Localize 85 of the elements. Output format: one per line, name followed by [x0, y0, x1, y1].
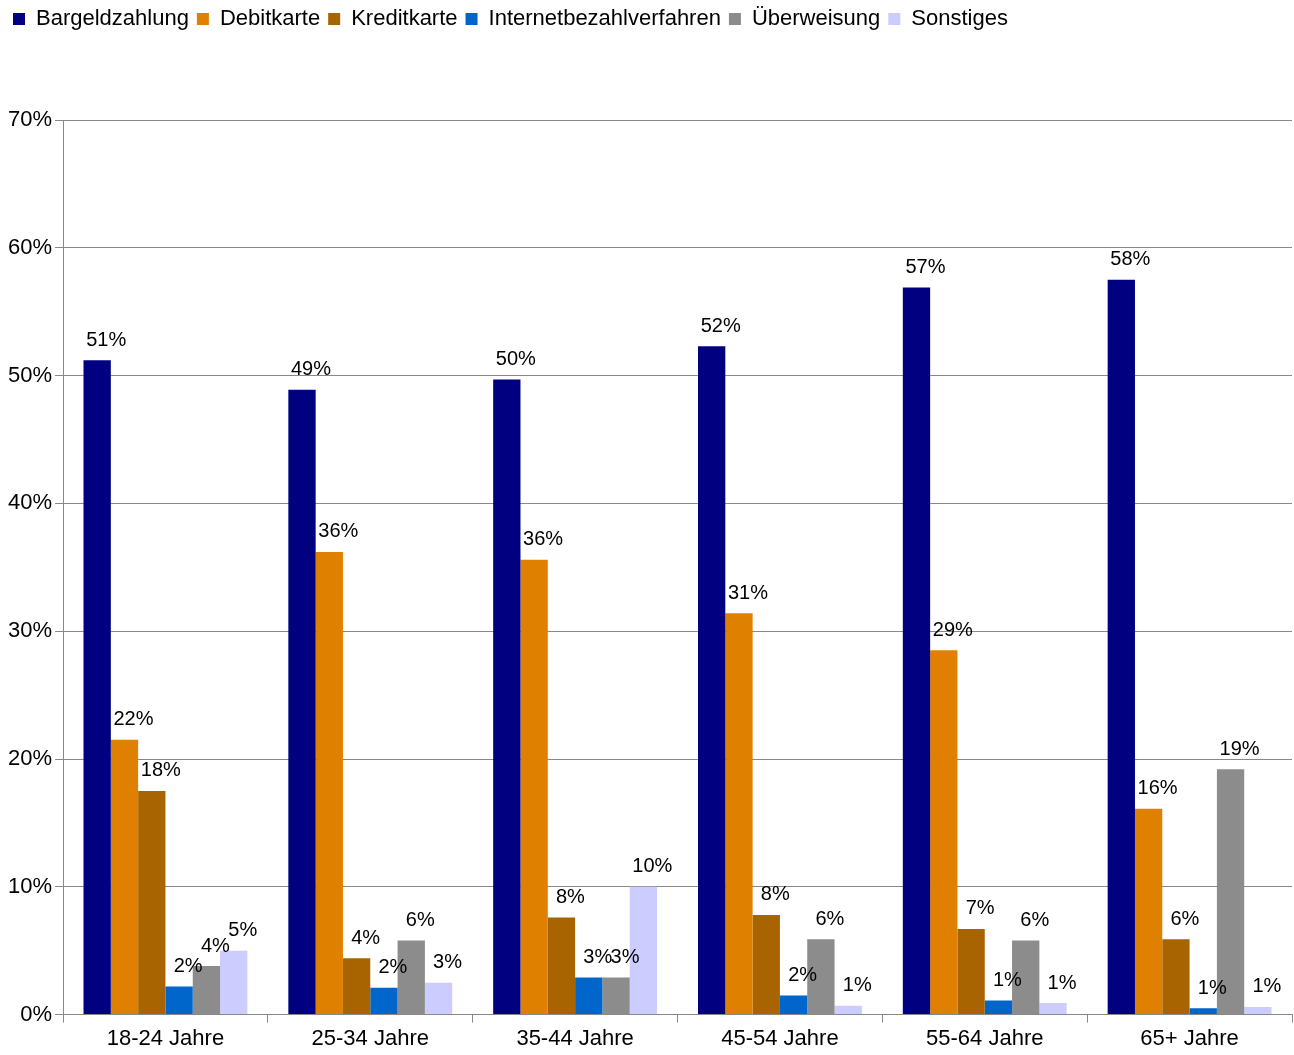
data-label: 49% — [290, 357, 332, 380]
data-label: 6% — [815, 906, 845, 929]
data-label: 2% — [173, 954, 203, 976]
legend-label: Bargeldzahlung — [36, 5, 189, 31]
data-label: 1% — [1252, 974, 1282, 997]
data-label: 1% — [1047, 970, 1077, 993]
y-tick-label: 60% — [7, 233, 53, 259]
bar — [902, 287, 931, 1015]
bar — [698, 346, 726, 1015]
data-label: 1% — [1197, 975, 1227, 998]
data-label: 22% — [113, 707, 154, 730]
data-label: 51% — [86, 327, 127, 350]
y-tick-label: 70% — [7, 106, 53, 132]
bar — [547, 917, 576, 1015]
data-label: 36% — [523, 527, 564, 550]
bar — [602, 977, 630, 1015]
data-label: 6% — [1170, 906, 1200, 929]
legend-label: Sonstiges — [911, 5, 1008, 31]
data-label: 6% — [1020, 907, 1050, 930]
bar — [1162, 939, 1190, 1015]
data-label: 57% — [905, 254, 946, 277]
data-label: 5% — [228, 918, 258, 941]
bar — [752, 914, 780, 1015]
data-label: 8% — [760, 882, 790, 905]
x-tick-label: 55-64 Jahre — [926, 1024, 1044, 1050]
bar — [165, 986, 193, 1015]
x-tick-label: 45-54 Jahre — [721, 1024, 839, 1050]
bar — [834, 1005, 862, 1015]
bar — [342, 958, 371, 1015]
data-label: 1% — [992, 968, 1023, 991]
data-label: 3% — [583, 945, 613, 968]
bar — [315, 551, 343, 1015]
data-label: 3% — [433, 950, 463, 973]
legend-label: Debitkarte — [219, 5, 321, 31]
bar — [493, 379, 521, 1015]
y-tick-label: 10% — [7, 872, 53, 898]
bar — [424, 982, 453, 1015]
bar — [1039, 1003, 1067, 1015]
y-tick-label: 50% — [7, 361, 53, 387]
bar — [288, 389, 316, 1015]
bar — [957, 928, 985, 1015]
data-label: 2% — [378, 955, 408, 978]
data-label: 58% — [1110, 247, 1151, 270]
y-tick-label: 0% — [20, 1000, 53, 1026]
x-tick-label: 25-34 Jahre — [311, 1024, 429, 1050]
y-tick-label: 40% — [7, 489, 53, 515]
data-label: 52% — [700, 313, 741, 336]
data-label: 36% — [318, 519, 359, 542]
bar — [1134, 808, 1163, 1015]
legend-label: Kreditkarte — [351, 5, 458, 31]
data-label: 2% — [788, 962, 818, 985]
bar — [1189, 1008, 1217, 1015]
data-label: 8% — [555, 884, 586, 907]
bar — [930, 650, 958, 1015]
data-label: 29% — [932, 617, 974, 640]
bar — [110, 739, 139, 1015]
x-tick-label: 65+ Jahre — [1140, 1024, 1239, 1050]
bar — [725, 613, 753, 1015]
y-tick-label: 30% — [7, 617, 53, 643]
bar — [1107, 279, 1135, 1015]
bar — [83, 360, 111, 1015]
bar — [575, 977, 603, 1015]
legend-label: Internetbezahlverfahren — [488, 5, 721, 31]
data-label: 31% — [727, 580, 769, 603]
data-label: 19% — [1219, 736, 1260, 759]
y-tick-label: 20% — [7, 745, 53, 771]
data-label: 16% — [1137, 776, 1178, 799]
x-tick-label: 35-44 Jahre — [516, 1024, 634, 1050]
bar — [220, 950, 248, 1015]
bar — [138, 790, 166, 1015]
legend-label: Überweisung — [751, 5, 881, 31]
data-label: 3% — [610, 945, 640, 968]
bar — [370, 987, 398, 1015]
x-tick-label: 18-24 Jahre — [106, 1024, 225, 1050]
data-label: 7% — [965, 896, 995, 919]
bar — [779, 995, 808, 1015]
data-label: 1% — [842, 973, 872, 996]
data-label: 50% — [495, 346, 537, 369]
bar — [984, 1000, 1013, 1015]
data-label: 10% — [632, 854, 673, 877]
bar — [1244, 1006, 1272, 1015]
data-label: 18% — [140, 758, 182, 781]
bar — [520, 559, 548, 1015]
data-label: 6% — [405, 907, 435, 930]
data-label: 4% — [351, 925, 381, 948]
